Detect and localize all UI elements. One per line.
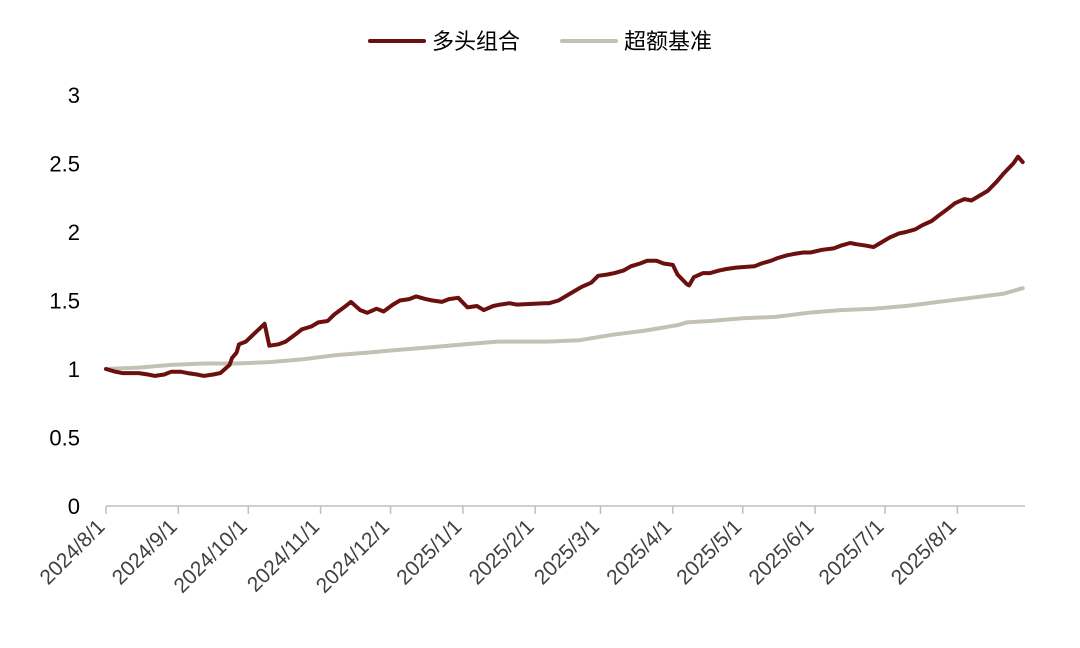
x-tick-label: 2024/12/1 — [312, 515, 394, 597]
legend-label: 超额基准 — [624, 30, 712, 55]
series-line-2 — [104, 286, 1025, 371]
x-tick-label: 2025/5/1 — [672, 515, 746, 589]
plot-area — [104, 154, 1025, 378]
y-tick-label: 2 — [68, 220, 80, 245]
x-tick-label: 2024/10/1 — [169, 515, 251, 597]
x-tick-label: 2025/7/1 — [815, 515, 889, 589]
x-tick-label: 2025/4/1 — [602, 515, 676, 589]
y-tick-label: 2.5 — [49, 152, 80, 177]
legend: 多头组合 超额基准 — [368, 30, 712, 55]
y-tick-label: 3 — [68, 83, 80, 108]
y-tick-label: 0.5 — [49, 426, 80, 451]
series-line-1 — [104, 154, 1025, 378]
x-tick-label: 2025/6/1 — [745, 515, 819, 589]
x-tick-label: 2024/11/1 — [243, 515, 324, 596]
x-tick-label: 2024/8/1 — [35, 515, 109, 589]
x-axis: 2024/8/12024/9/12024/10/12024/11/12024/1… — [35, 505, 1025, 598]
x-tick-label: 2025/2/1 — [465, 515, 539, 589]
x-tick-label: 2025/8/1 — [887, 515, 961, 589]
x-tick-label: 2025/3/1 — [530, 515, 604, 589]
legend-label: 多头组合 — [432, 30, 520, 55]
x-tick-label: 2025/1/1 — [392, 515, 466, 589]
y-tick-label: 0 — [68, 494, 80, 519]
y-tick-label: 1.5 — [49, 289, 80, 314]
x-tick-label: 2024/9/1 — [108, 515, 182, 589]
y-axis: 0 0.5 1 1.5 2 2.5 3 — [49, 83, 80, 519]
y-tick-label: 1 — [68, 357, 80, 382]
